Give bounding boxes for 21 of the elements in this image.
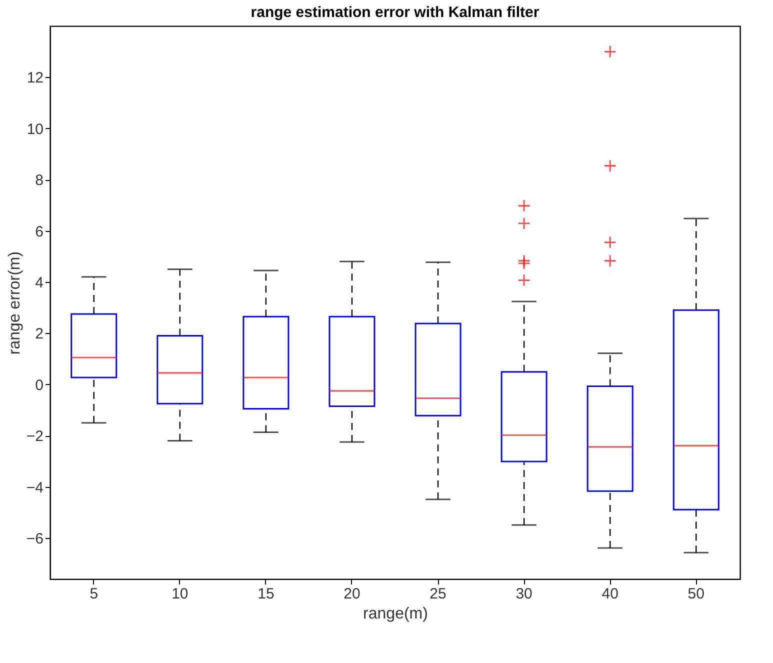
x-tick-label: 20 bbox=[344, 586, 360, 602]
x-tick-label: 10 bbox=[172, 586, 188, 602]
y-tick-label: 2 bbox=[35, 326, 44, 343]
chart-title: range estimation error with Kalman filter bbox=[250, 4, 540, 21]
x-tick-label: 15 bbox=[258, 586, 274, 602]
y-tick-label: 4 bbox=[35, 274, 44, 292]
x-axis-title: range(m) bbox=[363, 606, 428, 622]
y-tick-label: −4 bbox=[26, 479, 44, 496]
x-tick-label: 30 bbox=[516, 586, 532, 602]
x-tick-label: 5 bbox=[90, 586, 98, 602]
y-tick-label: −2 bbox=[26, 428, 44, 446]
y-tick-label: −6 bbox=[26, 530, 44, 548]
y-axis-title: range error(m) bbox=[6, 251, 24, 355]
x-tick-label: 25 bbox=[430, 586, 446, 602]
y-tick-label: 0 bbox=[35, 376, 44, 394]
y-tick-label: 10 bbox=[26, 120, 44, 138]
x-tick-label: 40 bbox=[602, 586, 618, 602]
y-tick-label: 8 bbox=[35, 172, 44, 190]
y-tick-label: 12 bbox=[26, 70, 44, 87]
y-tick-label: 6 bbox=[35, 223, 44, 240]
x-tick-label: 50 bbox=[688, 586, 704, 602]
